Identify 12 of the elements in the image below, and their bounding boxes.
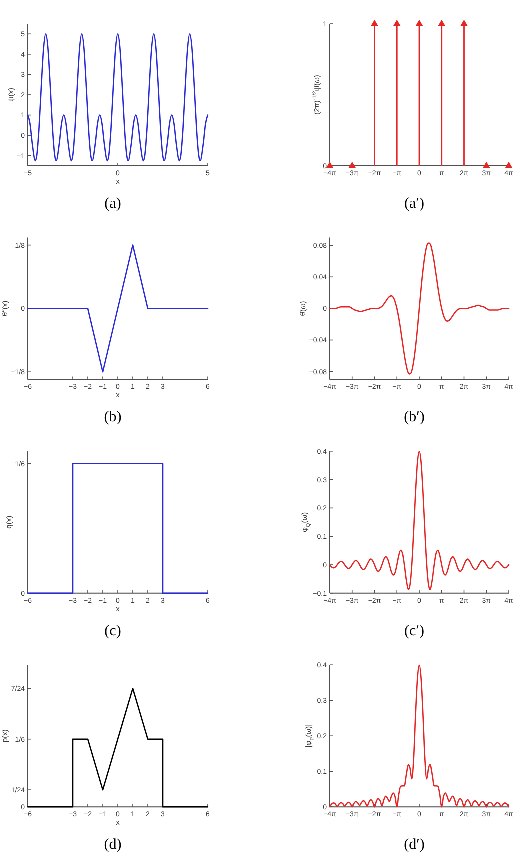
text: (b) (104, 410, 122, 426)
text: (d′) (404, 837, 425, 854)
text: (a′) (404, 196, 424, 212)
text: (b′) (404, 410, 425, 426)
text: (d) (104, 837, 122, 854)
line-series (329, 242, 510, 375)
text: (c′) (404, 623, 424, 640)
text: (a) (104, 196, 122, 212)
line-series (329, 664, 510, 808)
line-series (329, 451, 510, 590)
text: (c) (104, 623, 122, 640)
line-series (27, 33, 209, 162)
